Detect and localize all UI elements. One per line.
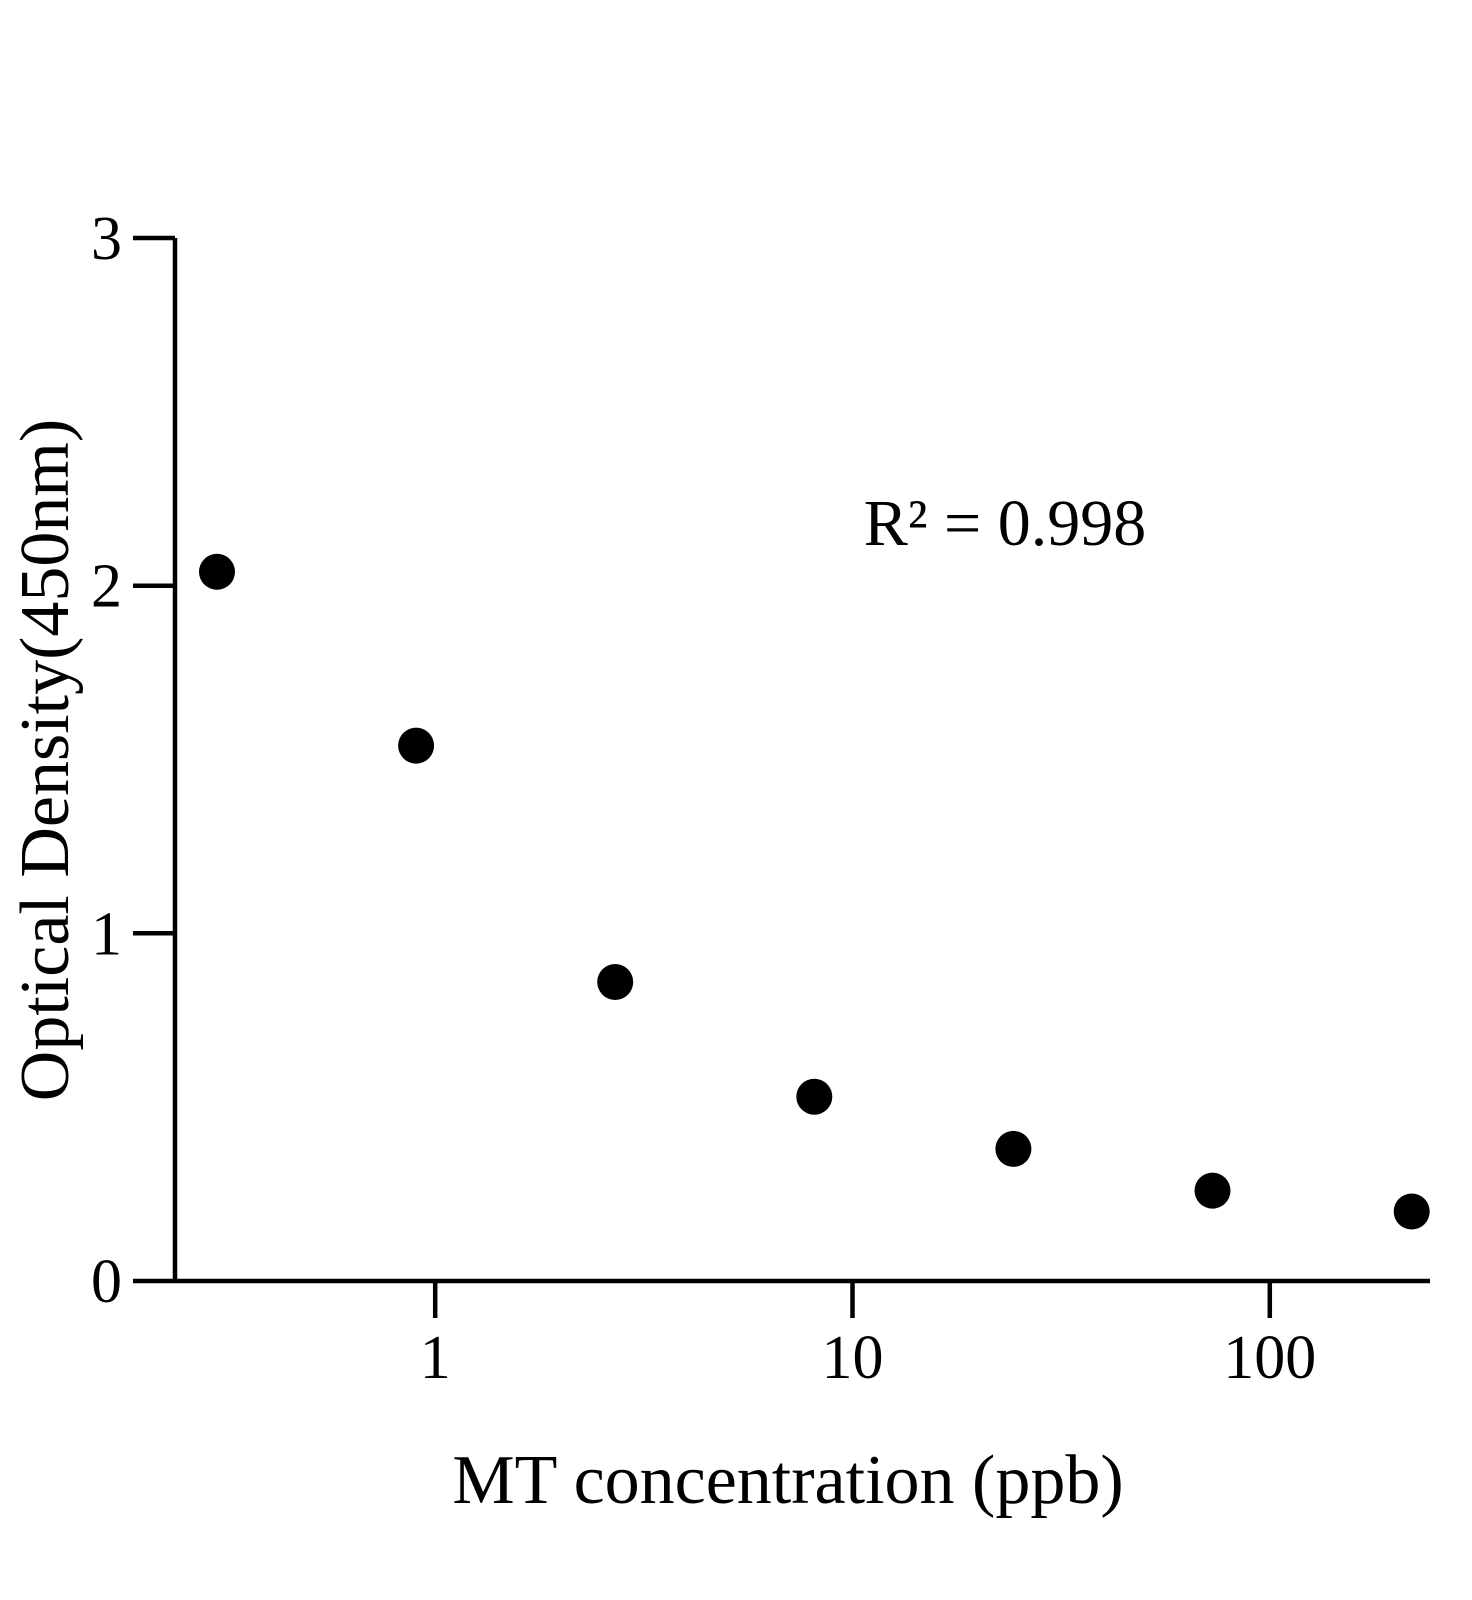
y-tick-label: 3	[91, 205, 122, 273]
axis-spines-and-ticks	[133, 235, 1430, 1318]
x-axis-title: MT concentration (ppb)	[452, 1442, 1123, 1519]
data-point-marker	[1393, 1193, 1430, 1230]
plot-axes: 0 1 2 3 1 10 100	[91, 205, 1430, 1392]
data-points	[199, 553, 1430, 1230]
x-tick-label: 1	[420, 1324, 451, 1392]
r-squared-annotation: R² = 0.998	[864, 487, 1147, 560]
x-tick-label: 10	[822, 1324, 884, 1392]
data-point-marker	[1194, 1172, 1231, 1209]
y-tick-label: 0	[91, 1248, 122, 1316]
data-point-marker	[995, 1130, 1032, 1167]
data-point-marker	[199, 553, 235, 590]
x-tick-label: 100	[1223, 1324, 1316, 1392]
y-tick-label: 1	[91, 900, 122, 968]
y-axis-title: Optical Density(450nm)	[7, 419, 84, 1101]
data-point-marker	[398, 727, 435, 764]
data-point-marker	[597, 964, 634, 1000]
data-point-marker	[796, 1078, 833, 1115]
y-tick-label: 2	[91, 553, 122, 621]
